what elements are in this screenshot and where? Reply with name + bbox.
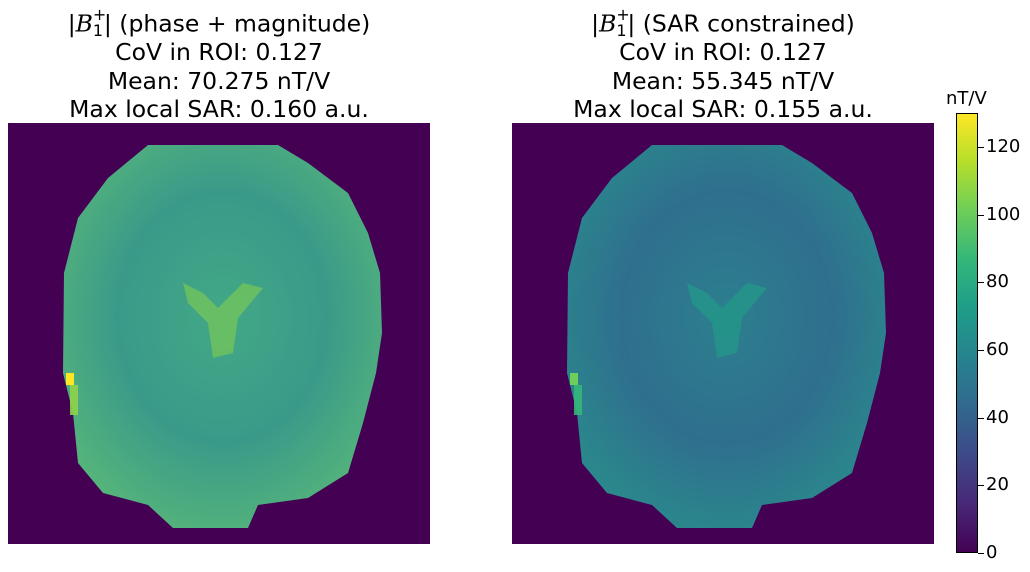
colorbar-tick-label: 60	[986, 339, 1009, 360]
left-title-line1: |B +1 | (phase + magnitude)	[8, 5, 430, 40]
colorbar-tick-label: 100	[986, 204, 1021, 225]
colorbar-tick-mark	[978, 553, 984, 554]
colorbar-tick-mark	[978, 485, 984, 486]
left-mean-label: Mean: 70.275 nT/V	[107, 66, 331, 95]
left-title-symbol: B	[75, 9, 93, 38]
colorbar-tick-mark	[978, 350, 984, 351]
colorbar-tick-label: 120	[986, 136, 1021, 157]
colorbar-tick-label: 20	[986, 474, 1009, 495]
right-edge-hotspot	[570, 373, 578, 385]
right-title-bar-open: |	[591, 9, 600, 38]
left-edge-hotspot	[66, 373, 74, 385]
right-cov-label: CoV in ROI: 0.127	[619, 38, 827, 66]
left-title-rest: | (phase + magnitude)	[103, 9, 371, 38]
left-b1-heatmap	[8, 123, 430, 544]
left-title-sub: 1	[92, 20, 104, 40]
right-panel-title: |B +1 | (SAR constrained) CoV in ROI: 0.12…	[512, 5, 934, 124]
left-panel-title: |B +1 | (phase + magnitude) CoV in ROI: 0.…	[8, 5, 430, 124]
right-title-symbol: B	[599, 9, 617, 38]
colorbar-tick-mark	[978, 147, 984, 148]
colorbar-tick-label: 0	[986, 542, 998, 563]
colorbar-tick-label: 40	[986, 407, 1009, 428]
left-sar-label: Max local SAR: 0.160 a.u.	[69, 95, 369, 123]
right-title-sup: +	[616, 4, 630, 24]
right-mean-label: Mean: 55.345 nT/V	[611, 66, 835, 95]
right-title-line1: |B +1 | (SAR constrained)	[512, 5, 934, 40]
right-ventricle-region	[687, 283, 767, 358]
colorbar-tick-mark	[978, 215, 984, 216]
left-cov-label: CoV in ROI: 0.127	[115, 38, 323, 66]
colorbar-tick-label: 80	[986, 271, 1009, 292]
right-title-rest: | (SAR constrained)	[627, 9, 855, 38]
right-b1-heatmap	[512, 123, 934, 544]
colorbar-unit-label: nT/V	[946, 88, 987, 109]
colorbar-tick-mark	[978, 418, 984, 419]
left-title-sup: +	[92, 4, 107, 24]
left-title-bar-open: |	[67, 9, 76, 38]
colorbar-tick-mark	[978, 282, 984, 283]
colorbar	[956, 113, 978, 553]
right-title-sub: 1	[616, 20, 627, 40]
left-ventricle-region	[183, 283, 263, 358]
right-sar-label: Max local SAR: 0.155 a.u.	[573, 95, 873, 123]
